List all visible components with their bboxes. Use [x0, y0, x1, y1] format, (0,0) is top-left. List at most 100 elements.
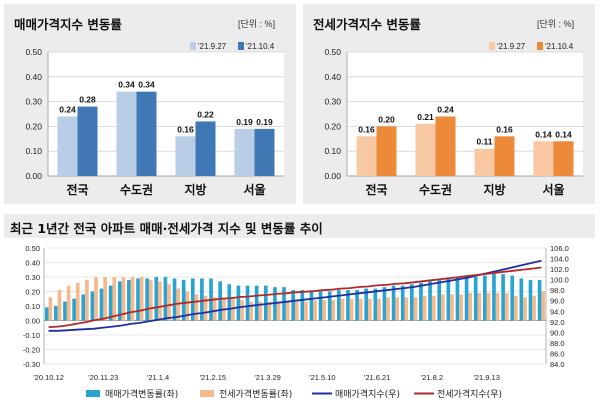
jeonse-value-label: 0.14: [555, 129, 572, 139]
trend-right-tick-label: 86.0: [550, 349, 565, 358]
jeonse-change-bar: [258, 301, 263, 321]
jeonse-change-bar: [85, 279, 89, 321]
jeonse-change-bar: [368, 298, 372, 321]
jeonse-change-bar: [121, 277, 126, 321]
jeonse-legend-swatch: [537, 42, 543, 50]
jeonse-change-bar: [94, 277, 98, 321]
sale-change-bar: [72, 298, 76, 321]
sale-change-bar: [245, 285, 250, 321]
jeonse-change-bar: [422, 295, 427, 321]
sale-change-bar: [291, 290, 295, 321]
jeonse-change-bar: [57, 290, 62, 321]
sale-value-label: 0.34: [118, 80, 135, 90]
trend-x-tick-label: '20.11.23: [88, 373, 118, 382]
sale-change-bar: [44, 307, 49, 321]
jeonse-change-bar: [504, 292, 509, 321]
sale-change-bar: [108, 285, 113, 321]
trend-legend-label: 매매가격지수(우): [335, 388, 400, 400]
jeonse-change-bar: [130, 277, 135, 321]
jeonse-change-bar: [112, 277, 117, 321]
trend-legend-label: 전세가격지수(우): [437, 388, 502, 400]
jeonse-change-bar: [203, 295, 208, 321]
sale-change-bar: [464, 277, 469, 321]
sale-bar: [175, 136, 196, 176]
sale-change-bar: [90, 291, 95, 321]
jeonse-change-bar: [167, 284, 171, 321]
jeonse-change-bar: [148, 279, 153, 321]
trend-x-tick-label: '21.5.10: [309, 373, 335, 382]
sale-value-label: 0.22: [197, 109, 214, 119]
sale-change-bar: [254, 285, 259, 321]
sale-value-label: 0.19: [256, 117, 273, 127]
sale-change-bar: [282, 287, 286, 321]
jeonse-y-tick-label: 0.40: [324, 72, 341, 82]
trend-right-tick-label: 94.0: [550, 307, 565, 316]
trend-right-tick-label: 88.0: [550, 339, 565, 348]
trend-left-tick-label: 0.20: [25, 288, 40, 297]
jeonse-change-bar: [495, 292, 500, 321]
sale-value-label: 0.19: [236, 117, 253, 127]
jeonse-change-bar: [477, 292, 482, 321]
sale-change-bar: [519, 278, 524, 321]
sale-change-bar: [373, 288, 378, 321]
jeonse-bar: [435, 116, 456, 176]
jeonse-y-tick-label: 0.00: [324, 171, 341, 181]
sale-change-bar: [483, 275, 487, 321]
trend-right-tick-label: 100.0: [550, 276, 569, 285]
trend-x-tick-label: '21.3.29: [254, 373, 280, 382]
sale-change-bar: [410, 284, 414, 321]
sale-y-tick-label: 0.30: [25, 97, 42, 107]
trend-left-tick-label: 0.10: [25, 302, 40, 311]
jeonse-change-bar: [285, 301, 290, 321]
sale-change-bar: [446, 278, 451, 321]
sale-change-bar: [145, 278, 149, 321]
sale-change-bar: [528, 279, 533, 321]
sale-bar: [254, 128, 275, 176]
sale-change-bar: [81, 294, 86, 321]
sale-change-bar: [181, 279, 186, 321]
sale-change-bar: [190, 278, 195, 321]
jeonse-y-tick-label: 0.20: [324, 121, 341, 131]
jeonse-change-bar: [103, 277, 107, 321]
jeonse-change-bar: [249, 301, 254, 321]
trend-left-tick-label: 0.40: [25, 259, 40, 268]
jeonse-change-bar: [386, 297, 390, 321]
sale-bar: [136, 91, 157, 176]
sale-category-label: 지방: [184, 182, 206, 197]
trend-x-tick-label: '20.10.12: [33, 373, 64, 382]
trend-x-tick-label: '21.8.2: [421, 373, 443, 382]
jeonse-change-bar: [358, 298, 363, 321]
sale-change-bar: [127, 279, 131, 321]
sale-change-bar: [309, 291, 314, 321]
jeonse-change-bar: [276, 301, 281, 321]
jeonse-change-bar: [185, 291, 190, 321]
jeonse-bar: [376, 126, 397, 176]
jeonse-value-label: 0.21: [417, 112, 434, 122]
jeonse-change-bar: [231, 298, 235, 321]
trend-right-tick-label: 104.0: [550, 255, 569, 264]
sale-change-bar: [391, 285, 396, 321]
sale-bar: [57, 116, 78, 176]
trend-left-tick-label: 0.30: [25, 273, 40, 282]
trend-combo-chart: 0.50 0.40 0.30 0.20 0.10 0.00 -0.10 -0.20 -0.30 1…: [23, 244, 569, 400]
jeonse-change-bar: [377, 298, 381, 321]
sale-y-tick-label: 0.10: [25, 146, 42, 156]
sale-change-bar: [437, 279, 442, 321]
sale-category-label: 전국: [66, 182, 88, 197]
jeonse-change-bar: [158, 281, 162, 321]
jeonse-value-label: 0.16: [358, 124, 375, 134]
sale-change-bar: [455, 277, 460, 321]
sale-bar: [195, 121, 216, 176]
jeonse-value-label: 0.20: [378, 114, 395, 124]
sale-value-label: 0.28: [79, 95, 96, 105]
jeonse-y-tick-label: 0.50: [324, 47, 341, 57]
jeonse-category-label: 수도권: [419, 183, 452, 197]
jeonse-change-chart: 0.00 0.10 0.20 0.30 0.40 0.50 '21.9.27 '21.10.4…: [324, 42, 583, 197]
sale-index-line: [48, 259, 542, 332]
sale-value-label: 0.34: [138, 80, 155, 90]
jeonse-legend-label: '21.9.27: [497, 42, 526, 51]
jeonse-category-label: 전국: [365, 182, 387, 197]
sale-change-bar: [99, 288, 104, 321]
trend-left-tick-label: -0.10: [23, 331, 40, 340]
sale-value-label: 0.16: [177, 124, 194, 134]
